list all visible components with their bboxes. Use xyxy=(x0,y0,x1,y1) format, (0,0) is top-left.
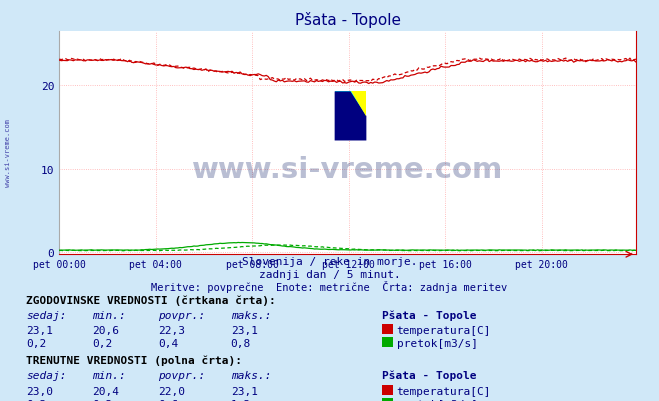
Text: 0,4: 0,4 xyxy=(158,338,179,348)
Text: 23,1: 23,1 xyxy=(231,386,258,396)
Polygon shape xyxy=(335,92,366,141)
Text: www.si-vreme.com: www.si-vreme.com xyxy=(192,156,503,184)
Text: 23,0: 23,0 xyxy=(26,386,53,396)
Text: temperatura[C]: temperatura[C] xyxy=(397,325,491,335)
Polygon shape xyxy=(351,92,366,117)
Text: povpr.:: povpr.: xyxy=(158,310,206,320)
Text: 0,3: 0,3 xyxy=(26,399,47,401)
Title: Pšata - Topole: Pšata - Topole xyxy=(295,12,401,28)
Text: pretok[m3/s]: pretok[m3/s] xyxy=(397,399,478,401)
Text: povpr.:: povpr.: xyxy=(158,371,206,381)
Text: 23,1: 23,1 xyxy=(231,325,258,335)
Text: www.si-vreme.com: www.si-vreme.com xyxy=(5,118,11,186)
Text: 20,4: 20,4 xyxy=(92,386,119,396)
Text: ZGODOVINSKE VREDNOSTI (črtkana črta):: ZGODOVINSKE VREDNOSTI (črtkana črta): xyxy=(26,294,276,305)
Text: 0,8: 0,8 xyxy=(231,338,251,348)
Text: 1,2: 1,2 xyxy=(231,399,251,401)
Text: 0,2: 0,2 xyxy=(92,399,113,401)
Text: sedaj:: sedaj: xyxy=(26,310,67,320)
Text: temperatura[C]: temperatura[C] xyxy=(397,386,491,396)
Polygon shape xyxy=(335,92,366,141)
Text: Meritve: povprečne  Enote: metrične  Črta: zadnja meritev: Meritve: povprečne Enote: metrične Črta:… xyxy=(152,280,507,292)
Text: min.:: min.: xyxy=(92,310,126,320)
Text: maks.:: maks.: xyxy=(231,310,271,320)
Text: 22,0: 22,0 xyxy=(158,386,185,396)
Text: 23,1: 23,1 xyxy=(26,325,53,335)
Text: 0,2: 0,2 xyxy=(92,338,113,348)
Text: Pšata - Topole: Pšata - Topole xyxy=(382,370,476,381)
Text: 20,6: 20,6 xyxy=(92,325,119,335)
Text: 0,6: 0,6 xyxy=(158,399,179,401)
Text: 22,3: 22,3 xyxy=(158,325,185,335)
Text: 0,2: 0,2 xyxy=(26,338,47,348)
Text: TRENUTNE VREDNOSTI (polna črta):: TRENUTNE VREDNOSTI (polna črta): xyxy=(26,355,243,365)
Text: Slovenija / reke in morje.: Slovenija / reke in morje. xyxy=(242,257,417,267)
Text: Pšata - Topole: Pšata - Topole xyxy=(382,310,476,320)
Text: sedaj:: sedaj: xyxy=(26,371,67,381)
Text: zadnji dan / 5 minut.: zadnji dan / 5 minut. xyxy=(258,269,401,279)
Text: maks.:: maks.: xyxy=(231,371,271,381)
Text: min.:: min.: xyxy=(92,371,126,381)
Text: pretok[m3/s]: pretok[m3/s] xyxy=(397,338,478,348)
